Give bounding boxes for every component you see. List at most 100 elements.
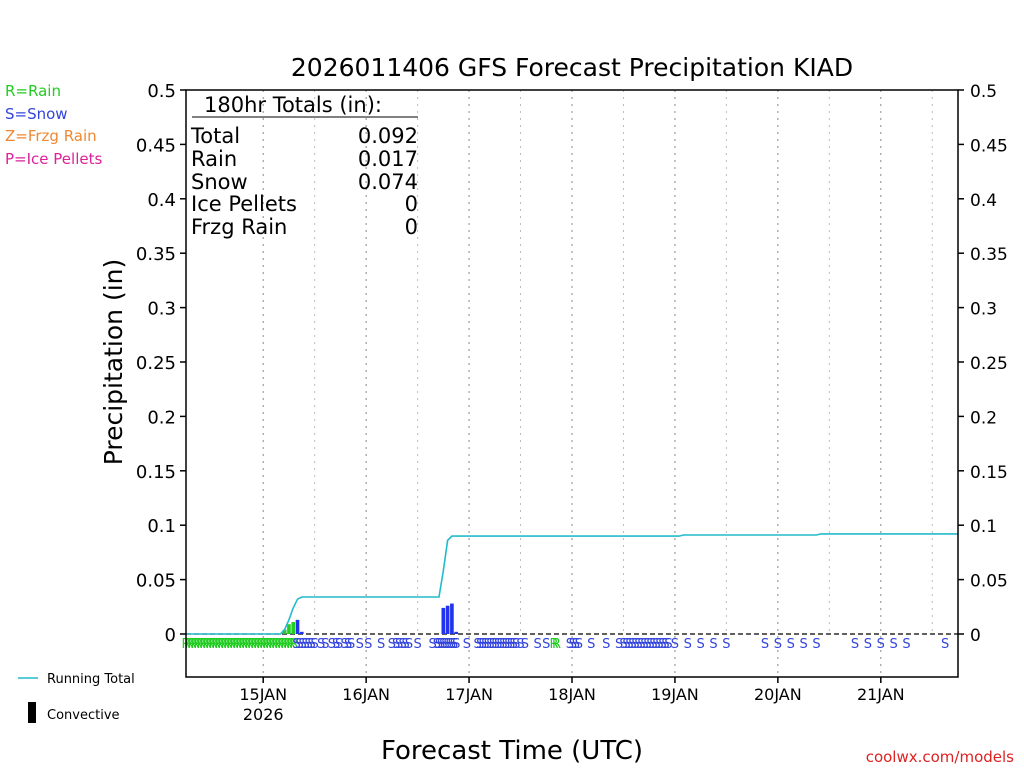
ptype-marker-30: R [272, 637, 281, 652]
credit-text: coolwx.com/models [866, 748, 1014, 766]
ptype-marker-10: R [211, 637, 220, 652]
ptype-marker-115: S [655, 637, 663, 652]
ptype-marker-111: S [643, 637, 651, 652]
ptype-marker-64: S [428, 637, 436, 652]
ptype-marker-12: R [218, 637, 227, 652]
running-total-line [186, 533, 958, 635]
ptype-marker-8: R [205, 637, 214, 652]
x-tick-label-2: 17JAN [445, 685, 493, 704]
ptype-legend-ice-pellets: P=Ice Pellets [5, 150, 102, 168]
ptype-marker-134: S [941, 637, 949, 652]
ptype-marker-98: S [572, 637, 580, 652]
y-tick-label-right-5: 0.25 [970, 354, 1008, 374]
precip-bar-6 [445, 605, 450, 634]
ptype-marker-109: S [637, 637, 645, 652]
ptype-marker-69: S [441, 637, 449, 652]
y-tick-label-left-6: 0.3 [147, 299, 176, 320]
y-tick-label-right-8: 0.4 [970, 191, 997, 211]
totals-header: 180hr Totals (in): [204, 93, 382, 117]
ptype-marker-125: S [774, 637, 782, 652]
totals-value-total: 0.092 [358, 124, 418, 148]
totals-value-ice-pellets: 0 [405, 192, 418, 216]
ptype-marker-83: S [492, 637, 500, 652]
ptype-marker-63: S [413, 637, 421, 652]
ptype-marker-102: S [615, 637, 623, 652]
y-tick-label-right-1: 0.05 [970, 572, 1008, 592]
totals-label-rain: Rain [191, 147, 237, 171]
x-tick-label-0: 15JAN [239, 685, 287, 704]
x-tick-label-1: 16JAN [342, 685, 390, 704]
y-tick-label-right-9: 0.45 [970, 136, 1008, 156]
ptype-legend-snow: S=Snow [5, 105, 68, 123]
ptype-marker-94: S [534, 637, 542, 652]
x-tick-label-4: 19JAN [651, 685, 699, 704]
ptype-marker-24: R [254, 637, 263, 652]
y-tick-label-left-4: 0.2 [147, 407, 176, 428]
chart-title: 2026011406 GFS Forecast Precipitation KI… [291, 53, 853, 82]
ptype-marker-88: S [504, 637, 512, 652]
y-tick-label-left-5: 0.25 [136, 353, 176, 374]
ptype-marker-108: S [634, 637, 642, 652]
ptype-marker-78: S [479, 637, 487, 652]
ptype-marker-1: R [184, 637, 193, 652]
y-tick-label-left-9: 0.45 [136, 135, 176, 156]
ptype-marker-55: S [364, 637, 372, 652]
ptype-marker-27: R [263, 637, 272, 652]
ptype-marker-130: S [864, 637, 872, 652]
ptype-marker-60: S [398, 637, 406, 652]
ptype-marker-38: R [552, 637, 561, 652]
totals-label-ice-pellets: Ice Pellets [191, 192, 297, 216]
ptype-marker-95: S [542, 637, 550, 652]
ptype-marker-51: S [341, 637, 349, 652]
legend-convective-swatch [28, 702, 36, 723]
ptype-marker-82: S [489, 637, 497, 652]
ptype-marker-133: S [902, 637, 910, 652]
ptype-marker-23: R [251, 637, 260, 652]
ptype-marker-44: S [308, 637, 316, 652]
totals-value-frzg-rain: 0 [405, 215, 418, 239]
x-axis-label: Forecast Time (UTC) [381, 736, 643, 766]
ptype-marker-57: S [388, 637, 396, 652]
y-tick-label-right-3: 0.15 [970, 463, 1008, 483]
y-tick-label-left-7: 0.35 [136, 244, 176, 265]
ptype-marker-92: S [516, 637, 524, 652]
ptype-marker-100: S [587, 637, 595, 652]
y-tick-label-left-2: 0.1 [147, 516, 176, 537]
ptype-marker-65: S [433, 637, 441, 652]
ptype-marker-126: S [787, 637, 795, 652]
y-axis-left: 0 0.05 0.1 0.15 0.2 0.25 0.3 0.35 0.4 0.45 0.5 [136, 81, 186, 646]
ptype-marker-68: S [439, 637, 447, 652]
ptype-marker-76: S [474, 637, 482, 652]
ptype-marker-53: S [347, 637, 355, 652]
ptype-marker-87: S [502, 637, 510, 652]
ptype-marker-46: S [317, 637, 325, 652]
ptype-marker-104: S [622, 637, 630, 652]
x-tick-label-5: 20JAN [754, 685, 802, 704]
ptype-marker-5: R [196, 637, 205, 652]
ptype-marker-40: S [296, 637, 304, 652]
precip-bar-3 [295, 619, 300, 634]
ptype-marker-119: S [671, 637, 679, 652]
ptype-marker-49: S [332, 637, 340, 652]
precip-bar-5 [441, 607, 446, 634]
ptype-legend-rain: R=Rain [5, 82, 61, 100]
ptype-marker-118: S [664, 637, 672, 652]
ptype-marker-22: R [248, 637, 257, 652]
ptype-marker-124: S [761, 637, 769, 652]
y-tick-label-left-1: 0.05 [136, 571, 176, 592]
ptype-marker-114: S [652, 637, 660, 652]
ptype-marker-91: S [512, 637, 520, 652]
ptype-marker-14: R [224, 637, 233, 652]
ptype-marker-48: S [328, 637, 336, 652]
ptype-marker-50: S [335, 637, 343, 652]
ptype-marker-59: S [395, 637, 403, 652]
ptype-marker-28: R [266, 637, 275, 652]
ptype-marker-17: R [233, 637, 242, 652]
totals-value-rain: 0.017 [358, 147, 418, 171]
legend-convective-label: Convective [47, 708, 120, 723]
ptype-marker-43: S [305, 637, 313, 652]
ptype-marker-75: S [463, 637, 471, 652]
precip-bar-4 [299, 631, 304, 634]
ptype-marker-89: S [507, 637, 515, 652]
